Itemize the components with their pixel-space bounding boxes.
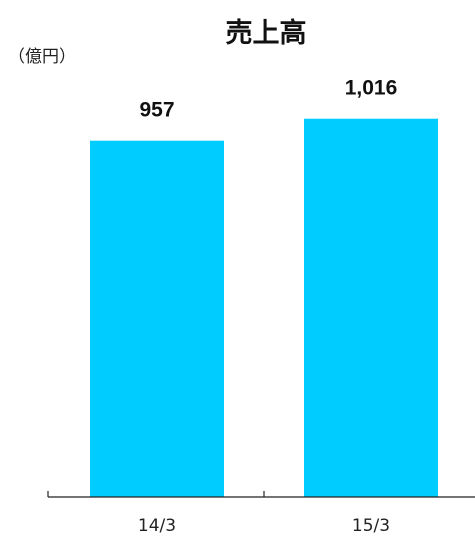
- bars-group: 957 1,016: [90, 77, 438, 497]
- value-label: 1,016: [345, 77, 398, 100]
- chart-title: 売上高: [226, 17, 307, 49]
- value-label: 957: [139, 99, 174, 122]
- x-tick-label: 14/3: [138, 516, 176, 536]
- bar-14-3: [90, 140, 224, 497]
- bar-15-3: [304, 118, 438, 497]
- x-tick-label: 15/3: [352, 516, 390, 536]
- x-axis: 14/3 15/3: [47, 491, 475, 536]
- unit-label: （億円）: [8, 47, 76, 67]
